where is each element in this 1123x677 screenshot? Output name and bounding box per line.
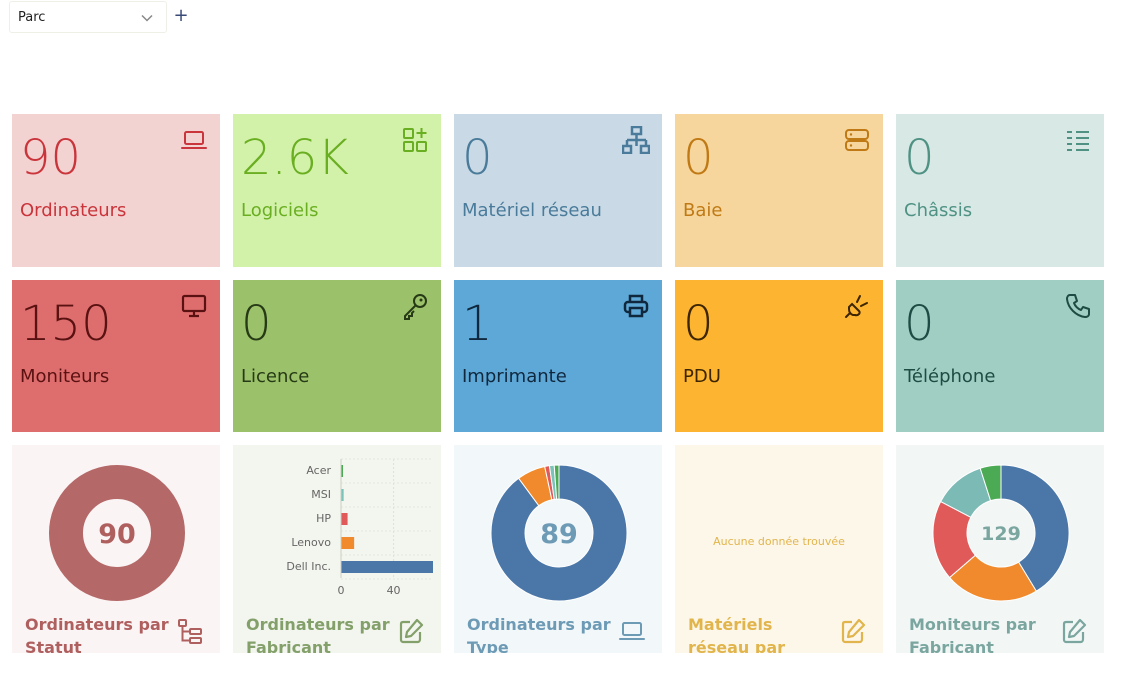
laptop-icon: [181, 131, 207, 149]
x-tick-label: 40: [387, 584, 401, 597]
chevron-down-icon: [141, 14, 153, 22]
stat-card-1[interactable]: 2.6K Logiciels: [233, 114, 441, 267]
printer-icon: [623, 294, 649, 318]
bar[interactable]: [341, 513, 348, 525]
stat-card-value: 1: [462, 296, 493, 352]
chart-canvas: 89: [490, 464, 628, 602]
donut-slice[interactable]: [49, 465, 185, 601]
x-tick-label: 0: [338, 584, 345, 597]
stat-card-value: 0: [462, 130, 493, 186]
dashboard-selector[interactable]: Parc: [9, 1, 167, 33]
bar-category-label: MSI: [311, 488, 331, 501]
add-dashboard-button[interactable]: +: [173, 5, 189, 26]
laptop-icon[interactable]: [618, 617, 646, 645]
stat-card-4[interactable]: 0 Châssis: [896, 114, 1104, 267]
stat-card-label: Baie: [683, 200, 723, 221]
widget-title: Ordinateurs par Fabricant: [246, 615, 390, 653]
chart-widget-4[interactable]: 129 Moniteurs par Fabricant: [896, 445, 1104, 653]
bar[interactable]: [341, 537, 355, 549]
chart-widget-2[interactable]: 89 Ordinateurs par Type: [454, 445, 662, 653]
monitor-icon: [181, 294, 207, 318]
stat-card-label: Licence: [241, 366, 310, 387]
plug-icon: [845, 295, 868, 318]
edit-icon[interactable]: [839, 617, 867, 645]
dashboard-selector-label: Parc: [18, 10, 46, 25]
donut-center-value: 129: [981, 523, 1021, 545]
key-icon: [404, 294, 427, 320]
stat-card-7[interactable]: 1 Imprimante: [454, 280, 662, 432]
chart-canvas: Acer MSI HP Lenovo Dell Inc. 0 40: [286, 458, 433, 597]
stat-card-value: 90: [20, 130, 82, 186]
stat-card-label: PDU: [683, 366, 721, 387]
stat-card-value: 0: [904, 130, 935, 186]
donut-slice[interactable]: [490, 464, 628, 602]
chart-widget-0[interactable]: 90 Ordinateurs par Statut: [12, 445, 220, 653]
donut-slice[interactable]: [1000, 464, 1070, 592]
donut-center-value: 89: [540, 519, 578, 550]
donut-slice[interactable]: [553, 464, 560, 500]
stat-card-label: Ordinateurs: [20, 200, 127, 221]
widget-title: Ordinateurs par Type: [467, 615, 611, 653]
widget-title: Matériels réseau par Fabricant: [688, 615, 786, 653]
chart-canvas: 90: [49, 465, 185, 601]
server-icon: [845, 129, 869, 151]
stat-card-value: 0: [904, 296, 935, 352]
donut-slice[interactable]: [979, 464, 1002, 502]
stat-card-3[interactable]: 0 Baie: [675, 114, 883, 267]
chassis-icon: [1067, 131, 1089, 151]
stat-card-value: 150: [20, 296, 112, 352]
stat-card-5[interactable]: 150 Moniteurs: [12, 280, 220, 432]
tree-structure-icon[interactable]: [176, 617, 204, 645]
stat-card-label: Logiciels: [241, 200, 319, 221]
bar-category-label: HP: [316, 512, 331, 525]
stat-card-value: 0: [683, 130, 714, 186]
stat-card-2[interactable]: 0 Matériel réseau: [454, 114, 662, 267]
stat-card-label: Matériel réseau: [462, 200, 602, 221]
stat-card-label: Téléphone: [904, 366, 996, 387]
stat-card-8[interactable]: 0 PDU: [675, 280, 883, 432]
stat-card-0[interactable]: 90 Ordinateurs: [12, 114, 220, 267]
stat-card-6[interactable]: 0 Licence: [233, 280, 441, 432]
stat-card-label: Moniteurs: [20, 366, 110, 387]
stat-card-value: 0: [241, 296, 272, 352]
chart-canvas: [675, 445, 883, 610]
bar[interactable]: [341, 465, 343, 477]
apps-add-icon: [403, 128, 427, 152]
bar-category-label: Lenovo: [291, 536, 331, 549]
bar-category-label: Dell Inc.: [286, 560, 331, 573]
chart-canvas: 129: [932, 464, 1070, 602]
bar[interactable]: [341, 489, 344, 501]
bar[interactable]: [341, 561, 433, 573]
stat-card-label: Châssis: [904, 200, 973, 221]
no-data-message: Aucune donnée trouvée: [713, 535, 845, 548]
stat-card-9[interactable]: 0 Téléphone: [896, 280, 1104, 432]
phone-icon: [1066, 294, 1090, 318]
edit-icon[interactable]: [1060, 617, 1088, 645]
donut-center-value: 90: [98, 519, 136, 550]
chart-widget-3[interactable]: Aucune donnée trouvée Matériels réseau pa…: [675, 445, 883, 653]
widget-title: Ordinateurs par Statut: [25, 615, 169, 653]
bar-category-label: Acer: [306, 464, 331, 477]
network-icon: [622, 126, 650, 154]
stat-card-value: 2.6K: [241, 130, 349, 186]
widget-title: Moniteurs par Fabricant: [909, 615, 1036, 653]
chart-widget-1[interactable]: Acer MSI HP Lenovo Dell Inc. 0 40 Ordinateurs p…: [233, 445, 441, 653]
edit-icon[interactable]: [397, 617, 425, 645]
stat-card-value: 0: [683, 296, 714, 352]
stat-card-label: Imprimante: [462, 366, 567, 387]
